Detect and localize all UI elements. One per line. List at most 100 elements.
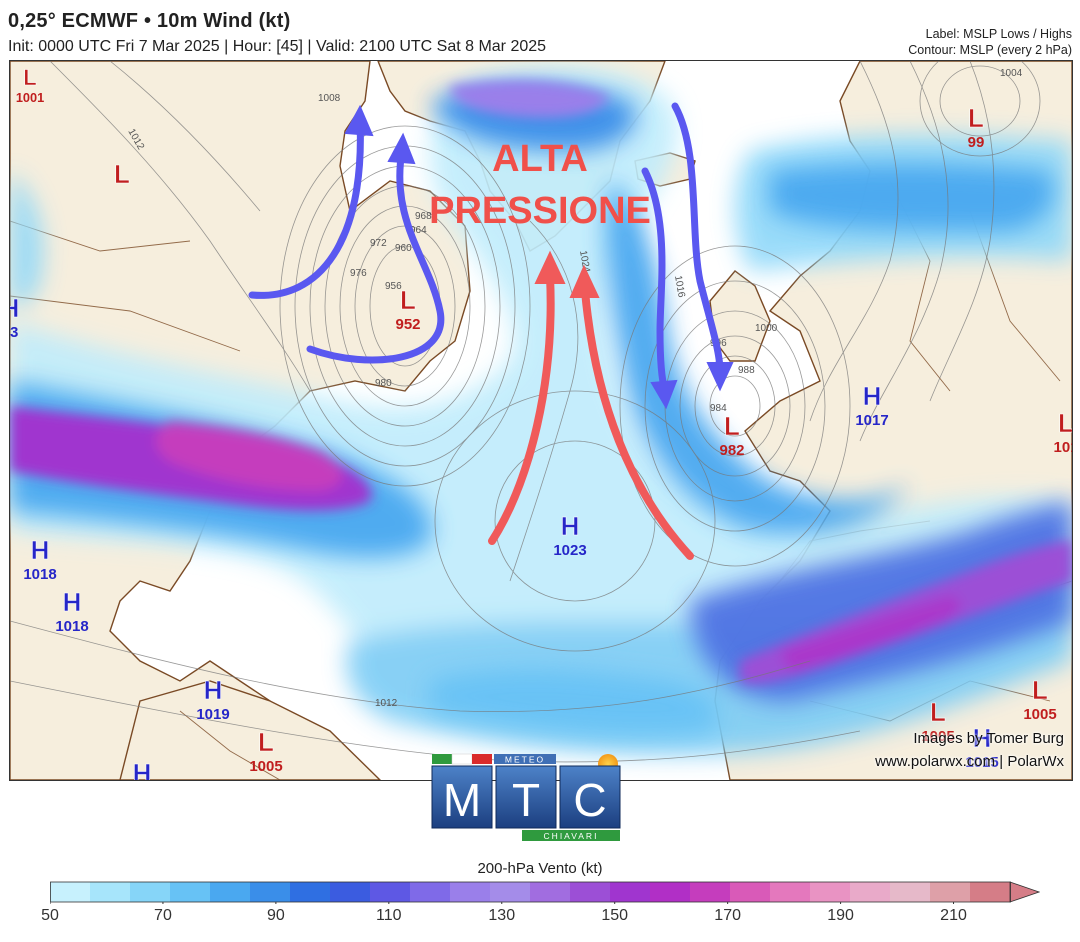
pressure-value: 1018: [55, 618, 88, 635]
colorbar: [50, 881, 1040, 904]
pressure-letter: H: [204, 675, 223, 705]
isobar-label: 1016: [672, 275, 687, 299]
pressure-value: 1005: [1023, 706, 1056, 723]
pressure-letter: H: [9, 293, 19, 323]
logo-tile-m: [431, 765, 493, 829]
low-pressure-center: L101: [1053, 408, 1073, 456]
high-pressure-center: H: [132, 758, 151, 780]
pressure-value: 1018: [23, 566, 56, 583]
isobar-label: 1008: [318, 93, 341, 104]
contour-info: Contour: MSLP (every 2 hPa): [908, 43, 1072, 57]
isobar-label: 964: [410, 225, 427, 236]
logo-tile-t: [495, 765, 557, 829]
pressure-letter: L: [258, 727, 274, 757]
colorbar-tick-label: 190: [827, 907, 854, 924]
colorbar-segment: [250, 882, 291, 902]
blue-arrow-3: [671, 102, 724, 375]
pressure-letter: L: [114, 159, 130, 189]
header-title: 0,25° ECMWF • 10m Wind (kt): [8, 10, 291, 32]
label-info: Label: MSLP Lows / Highs: [925, 27, 1072, 41]
south-america-land: [119, 680, 382, 780]
isobar-label: 1000: [755, 323, 778, 334]
weather-map: 1008 1012 1024 1016 1000 996 988 984 960…: [9, 60, 1073, 781]
header-info: Label: MSLP Lows / Highs Contour: MSLP (…: [908, 26, 1072, 58]
pressure-letter: L: [23, 65, 37, 90]
logo-flag-green: [432, 754, 452, 764]
logo-letter-t: T: [512, 774, 540, 826]
logo-letter-m: M: [443, 774, 481, 826]
colorbar-segment: [770, 882, 811, 902]
logo-tile-c: [559, 765, 621, 829]
colorbar-tick-label: 210: [940, 907, 967, 924]
low-pressure-center: L99: [968, 103, 985, 151]
credit-author: Images by Tomer Burg: [913, 730, 1064, 747]
pressure-value: 982: [719, 442, 744, 459]
pressure-centers: L1001L952L982H1017H1023H1018H1018H1019L1…: [9, 65, 1073, 780]
red-arrow-1: [488, 272, 555, 545]
colorbar-segment: [890, 882, 931, 902]
colorbar-segment: [210, 882, 251, 902]
colorbar-segment: [490, 882, 531, 902]
colorbar-segment: [530, 882, 571, 902]
circulation-arrows: [248, 102, 734, 560]
pressure-letter: L: [968, 103, 984, 133]
pressure-value: 1001: [16, 90, 44, 105]
colorbar-title: 200-hPa Vento (kt): [477, 860, 603, 877]
pressure-value: 1015: [965, 754, 998, 771]
mtc-logo: METEO M T C CHIAVARI: [431, 753, 621, 841]
blue-arrow-4: [641, 167, 669, 395]
colorbar-segment: [290, 882, 331, 902]
colorbar-segment: [90, 882, 131, 902]
colorbar-segment: [650, 882, 691, 902]
isobar-label: 972: [370, 238, 387, 249]
pressure-letter: L: [1032, 675, 1048, 705]
colorbar-segment: [330, 882, 371, 902]
logo-flag-white: [451, 753, 473, 765]
low-pressure-center: L: [114, 159, 131, 190]
pressure-value: 1017: [855, 412, 888, 429]
colorbar-tick-label: 70: [154, 907, 172, 924]
isobar-label: 988: [738, 365, 755, 376]
colorbar-segment: [570, 882, 611, 902]
colorbar-segment: [730, 882, 771, 902]
colorbar-extension: [1009, 881, 1040, 903]
annotation-alta-pressione: ALTA PRESSIONE: [429, 138, 651, 232]
annotation-line-1: ALTA: [492, 138, 588, 180]
isobar-label: 980: [375, 378, 392, 389]
colorbar-tick-label: 90: [266, 907, 285, 924]
pressure-letter: L: [1058, 408, 1073, 438]
isobar-label: 960: [395, 243, 412, 254]
pressure-value: 1019: [196, 706, 229, 723]
pressure-value: 1005: [921, 728, 954, 745]
pressure-letter: H: [973, 723, 992, 753]
isobar-label: 1024: [577, 250, 592, 274]
colorbar-segment: [170, 882, 211, 902]
isobar-label: 968: [415, 211, 432, 222]
annotation-line-2: PRESSIONE: [429, 190, 651, 232]
colorbar-segment: [690, 882, 731, 902]
isobar-label: 1004: [1000, 68, 1023, 79]
pressure-value: 1023: [553, 542, 586, 559]
colorbar-segment: [450, 882, 491, 902]
isobars: [10, 61, 1041, 763]
pressure-value: 952: [395, 316, 420, 333]
colorbar-tick-label: 110: [376, 907, 402, 924]
logo-letter-c: C: [573, 774, 606, 826]
logo-bottom-text: CHIAVARI: [544, 831, 599, 841]
colorbar-segment: [610, 882, 651, 902]
blue-arrow-1: [248, 117, 364, 299]
red-arrow-2: [581, 287, 694, 560]
logo-flag-red: [472, 754, 492, 764]
pressure-letter: H: [863, 381, 882, 411]
pressure-value: 99: [968, 134, 985, 151]
high-pressure-center: H83: [9, 293, 20, 341]
